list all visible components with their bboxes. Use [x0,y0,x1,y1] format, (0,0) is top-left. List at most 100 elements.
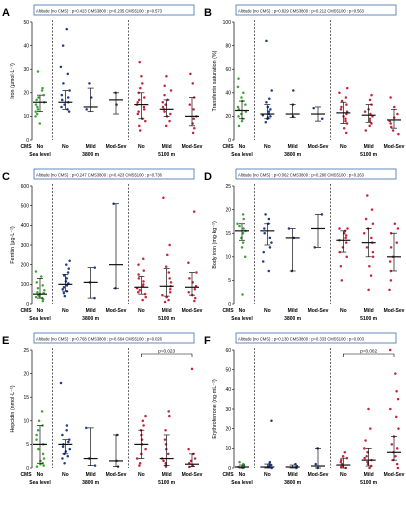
data-point [187,290,190,294]
data-point [394,454,397,458]
altitude-label-5100: 5100 m [158,480,176,486]
data-point [142,424,145,427]
stats-box: Altitude (no CMS) : p=0.130 CMS3800 : p=… [235,332,397,344]
data-point [34,295,38,299]
data-point [344,236,347,240]
y-tick-label: 40 [23,43,29,49]
data-point [62,82,65,85]
data-point [35,433,38,437]
category-label: Mod-Sev [182,308,203,314]
data-point [192,117,195,121]
data-point [193,457,197,460]
data-point [169,288,172,291]
panel-letter: F [204,335,211,347]
data-point [35,112,39,116]
data-point [364,217,368,221]
y-axis-label: Hepcidin (nmol·L⁻¹) [10,385,16,432]
category-label: No [138,472,145,478]
category-label: No [37,144,44,150]
y-tick-label: 20 [23,91,29,97]
data-point [344,234,348,237]
stats-text: Altitude (no CMS) : p=0.768 CMS3800 : p=… [36,337,163,342]
data-point [59,381,63,385]
data-point [162,196,165,200]
data-point [161,105,165,109]
category-label: Mild [288,308,298,314]
y-tick-label: 5 [26,442,29,448]
group-6 [159,75,174,128]
y-tick-label: 50 [23,20,29,26]
altitude-label-3800: 3800 m [284,152,302,158]
data-point [61,288,64,291]
data-point [371,250,375,254]
data-point [346,227,349,230]
stats-box-frame [33,168,195,180]
data-point [63,462,66,465]
data-point [263,231,266,235]
group-4 [109,202,123,290]
y-tick-label: 15 [23,395,29,401]
data-point [193,288,197,291]
data-point [67,110,71,113]
group-2 [260,39,275,124]
data-point [63,294,67,298]
data-point [338,91,341,95]
panel-letter: A [2,7,10,19]
group-2 [260,419,275,470]
group-4 [311,106,325,122]
data-point [194,296,197,300]
data-point [188,465,191,469]
altitude-label-sea-level: Sea level [29,152,51,158]
data-point [62,286,66,289]
y-tick-label: 0 [228,302,231,308]
cms-label: CMS [20,472,32,478]
data-point [266,105,270,109]
data-point [237,124,241,128]
data-point [161,293,164,297]
data-point [166,253,169,257]
category-label: Mild [162,308,172,314]
y-axis-label: Iron (µmol·L⁻¹) [10,63,16,99]
data-point [61,445,65,449]
data-point [394,415,398,419]
panel-letter: E [2,335,9,347]
data-point [342,126,346,130]
data-point [242,91,245,95]
category-label: No [37,472,44,478]
data-point [40,410,44,413]
data-point [191,82,195,85]
group-7 [387,222,401,292]
data-point [36,428,40,432]
group-3 [83,266,98,300]
data-point [341,454,345,458]
data-point [43,288,46,292]
data-point [343,231,346,235]
data-point [167,298,170,302]
data-point [363,447,366,450]
data-point [169,281,173,284]
altitude-label-3800: 3800 m [284,480,302,486]
data-point [60,93,64,97]
y-axis-label: Transferrin saturation (%) [212,50,218,111]
category-label: No [62,472,69,478]
data-point [41,299,45,303]
cms-label: CMS [222,144,234,150]
data-point [368,98,372,102]
category-label: Mild [364,308,374,314]
data-point [138,462,142,465]
y-tick-label: 80 [225,43,231,49]
cms-label: CMS [222,472,234,478]
data-point [35,281,39,284]
altitude-label-sea-level: Sea level [231,316,253,322]
data-point [365,454,368,458]
panel-letter: B [204,7,212,19]
data-point [267,217,271,221]
data-point [366,451,369,454]
category-label: No [264,308,271,314]
data-point [93,464,97,467]
data-point [391,129,395,132]
data-point [195,271,198,274]
y-tick-label: 30 [225,407,231,413]
y-tick-label: 10 [225,255,231,261]
data-point [137,110,140,113]
